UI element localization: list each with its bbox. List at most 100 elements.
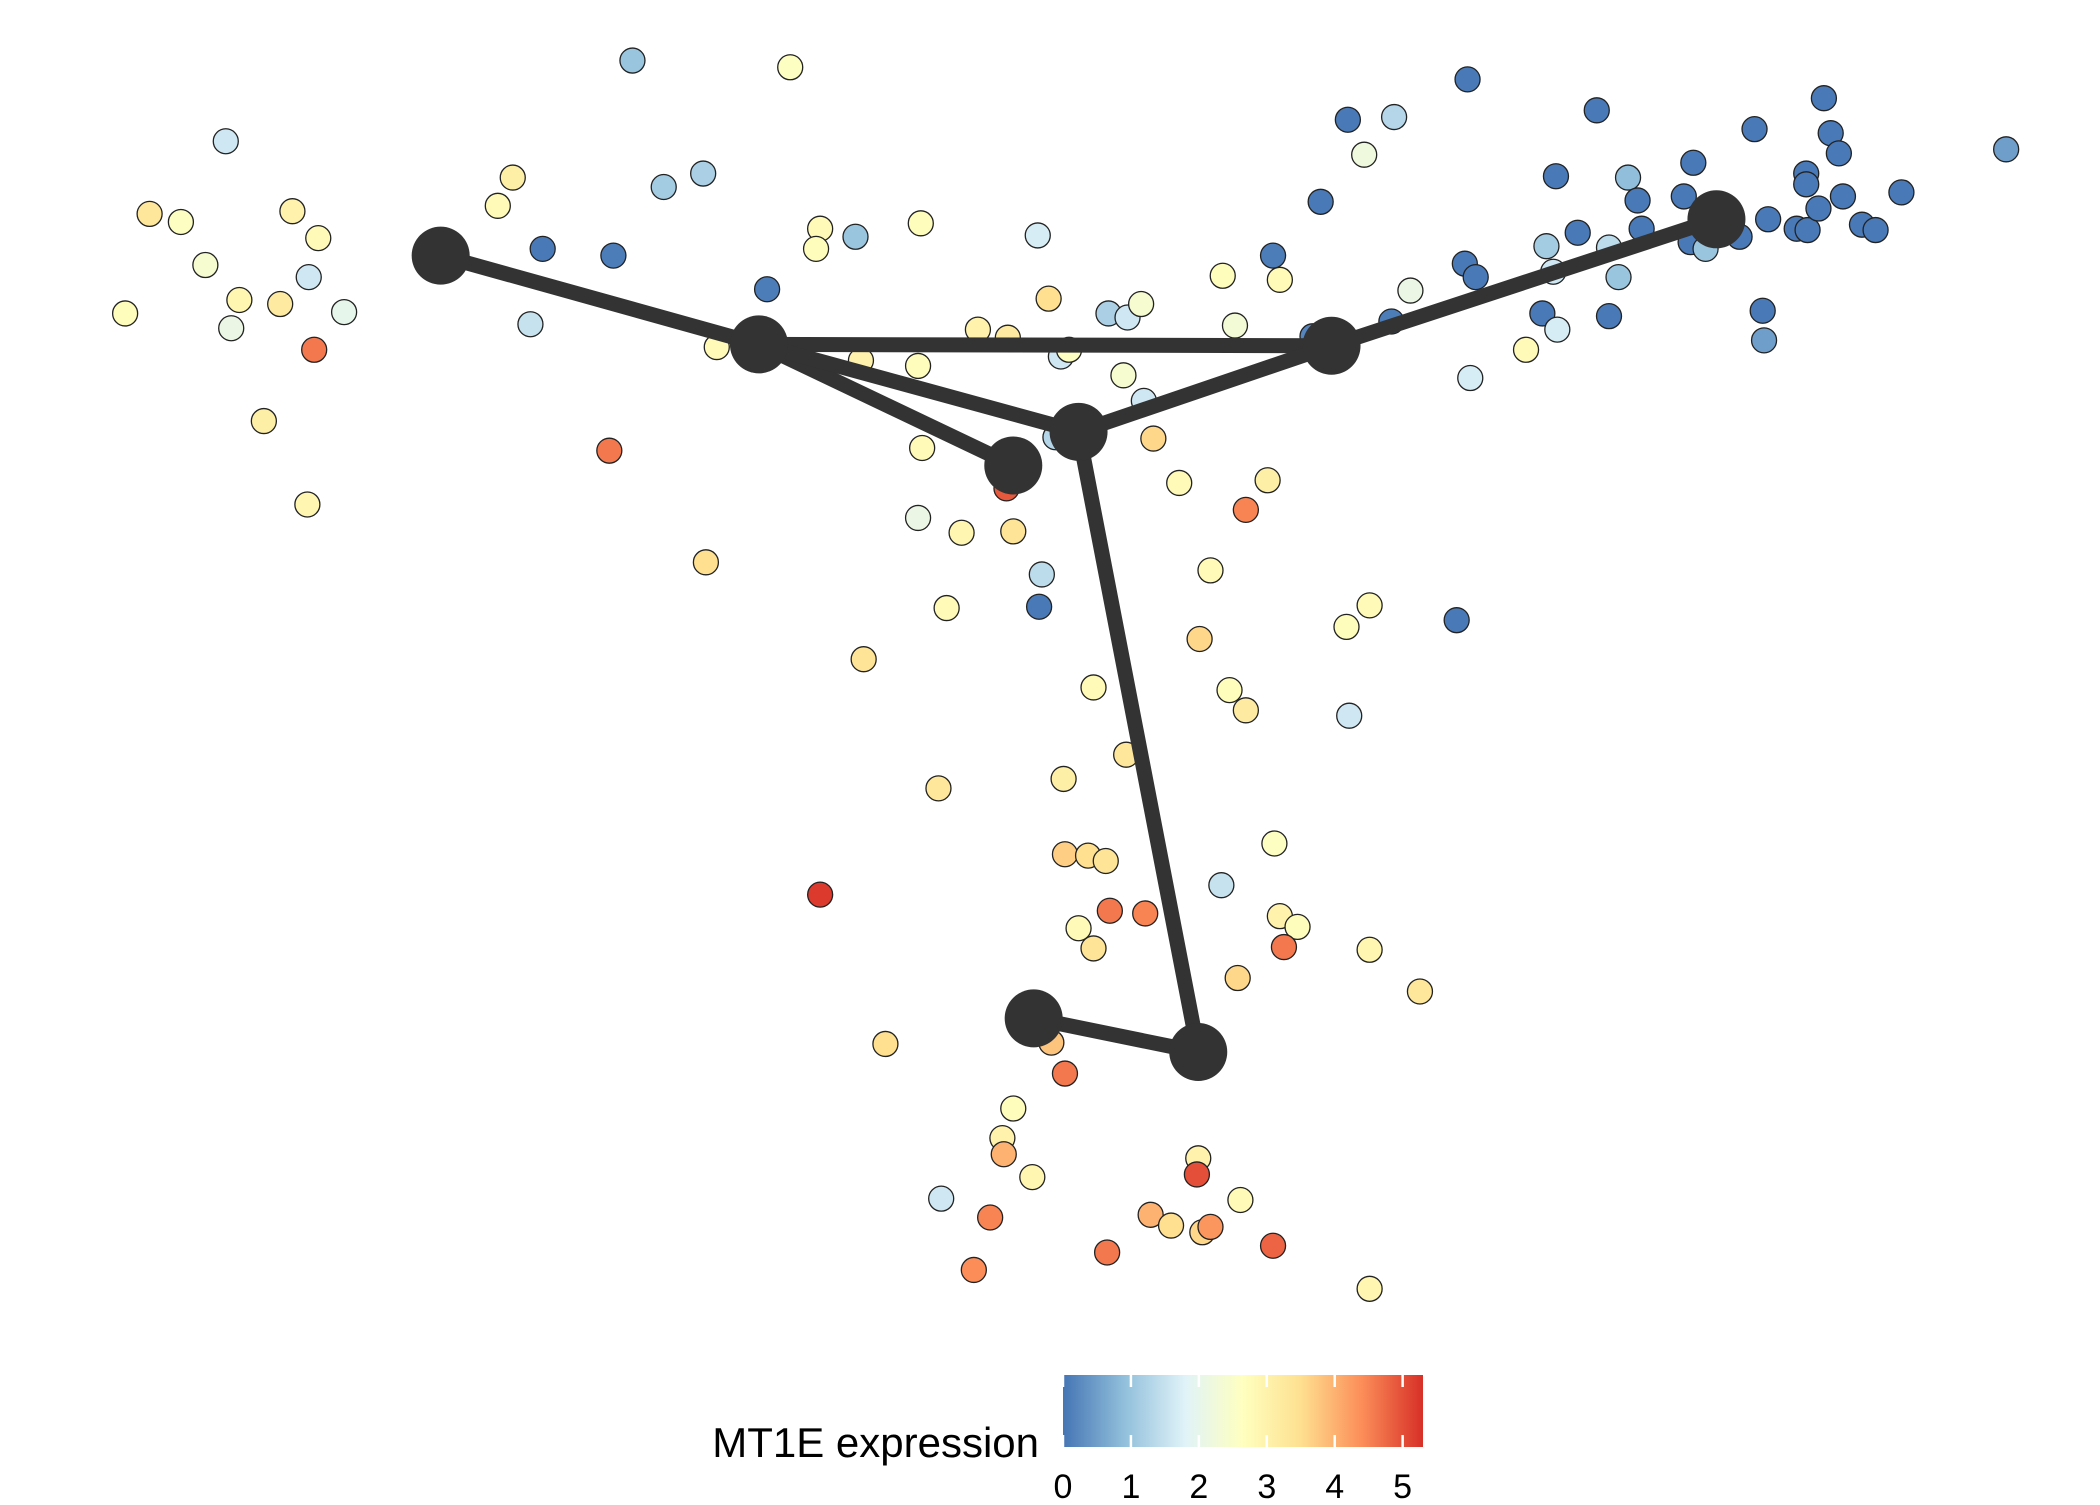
trajectory-node-n7 [1169, 1023, 1228, 1082]
cell-point-138 [1680, 149, 1707, 176]
colorbar-ticks: 0 1 2 3 4 5 [1054, 1375, 1412, 1505]
cell-point-148 [1805, 195, 1832, 222]
trajectory-node-n8 [1004, 989, 1063, 1048]
cell-point-50 [596, 437, 623, 464]
trajectory-node-n2 [729, 315, 788, 374]
trajectory-node-n3 [984, 436, 1043, 495]
cell-point-87 [1356, 936, 1383, 963]
cell-point-142 [1741, 115, 1768, 143]
colorbar-tick-label-5: 5 [1393, 1468, 1412, 1500]
cell-point-53 [1000, 518, 1027, 545]
cell-point-109 [1259, 1232, 1287, 1259]
cell-point-1 [777, 54, 804, 81]
cell-point-43 [1221, 312, 1249, 339]
cell-point-115 [1307, 188, 1334, 215]
cell-point-28 [753, 276, 781, 303]
cell-point-13 [111, 300, 139, 327]
cell-point-15 [250, 407, 278, 435]
cell-point-112 [1334, 106, 1362, 133]
cell-point-44 [1110, 362, 1137, 389]
trajectory-edge-2 [751, 336, 1021, 473]
trajectory-node-n6 [1687, 190, 1746, 249]
cell-point-90 [872, 1030, 899, 1058]
cell-point-52 [948, 519, 975, 546]
trajectory-edge-0 [433, 248, 767, 352]
cell-point-27 [907, 210, 934, 237]
cell-point-12 [218, 315, 245, 342]
cell-point-129 [1542, 163, 1570, 190]
cell-point-74 [1051, 841, 1079, 868]
cell-point-127 [1533, 233, 1560, 260]
cell-point-78 [1208, 872, 1235, 899]
cell-point-64 [1080, 674, 1107, 701]
cell-point-88 [1406, 978, 1434, 1005]
cell-point-7 [192, 251, 219, 279]
cell-point-58 [850, 646, 877, 673]
cell-point-84 [1284, 913, 1311, 941]
cell-point-102 [977, 1204, 1004, 1231]
cell-point-136 [1595, 302, 1623, 330]
cell-point-157 [1750, 327, 1778, 354]
cell-point-60 [1254, 467, 1281, 494]
cell-point-143 [1754, 206, 1782, 233]
cell-point-122 [1457, 364, 1484, 392]
cell-point-86 [1224, 964, 1251, 992]
cell-point-17 [499, 164, 526, 191]
cell-point-66 [1232, 697, 1260, 724]
cell-point-0 [619, 47, 646, 74]
trajectory-node-n5 [1302, 316, 1361, 375]
cell-point-108 [1093, 1239, 1121, 1266]
cell-point-145 [1793, 171, 1820, 198]
cell-point-42 [1266, 266, 1294, 293]
trajectory-edges-layer [433, 211, 1724, 1060]
cell-point-10 [295, 263, 322, 291]
cell-point-9 [267, 290, 294, 318]
cell-point-2 [212, 128, 239, 155]
cell-point-18 [484, 192, 511, 219]
cell-point-54 [1028, 561, 1055, 588]
cell-point-103 [1137, 1201, 1164, 1228]
trajectory-node-n1 [411, 226, 470, 285]
colorbar-tick-label-0: 0 [1054, 1468, 1073, 1500]
cell-point-81 [1065, 915, 1092, 942]
cell-point-123 [1512, 336, 1540, 363]
cell-point-152 [1829, 183, 1857, 210]
cell-point-94 [1000, 1095, 1027, 1122]
cell-point-51 [904, 504, 932, 532]
cell-point-116 [1259, 242, 1287, 269]
cell-point-20 [600, 242, 627, 269]
cell-point-89 [806, 881, 834, 908]
trajectory-edge-5 [1324, 211, 1724, 354]
cell-point-70 [1443, 607, 1470, 634]
cell-point-99 [1183, 1161, 1211, 1188]
cell-point-93 [1051, 1060, 1079, 1087]
cell-point-57 [692, 549, 720, 576]
cell-point-154 [1862, 216, 1889, 244]
cell-point-40 [1127, 290, 1155, 318]
cell-point-31 [904, 352, 932, 380]
trajectory-nodes-layer [411, 190, 1746, 1082]
cell-point-85 [1270, 933, 1298, 961]
cell-point-135 [1605, 263, 1632, 291]
cell-point-41 [1209, 262, 1236, 289]
cell-point-8 [226, 286, 253, 314]
cell-point-149 [1810, 85, 1838, 112]
cell-point-131 [1614, 164, 1642, 191]
cell-point-151 [1825, 140, 1853, 167]
cell-point-61 [1232, 496, 1260, 524]
cell-point-121 [1462, 263, 1489, 291]
cell-point-48 [909, 434, 936, 462]
cell-point-6 [305, 224, 332, 252]
cell-point-71 [925, 775, 952, 802]
colorbar [1063, 1375, 1423, 1447]
cell-point-147 [1794, 216, 1821, 244]
cell-point-137 [1670, 183, 1697, 210]
cell-point-22 [650, 173, 677, 201]
colorbar-tick-label-4: 4 [1325, 1468, 1344, 1500]
cell-point-113 [1380, 103, 1408, 131]
cell-point-11 [330, 298, 358, 326]
color-legend: MT1E expression 0 1 2 3 4 5 [712, 1375, 1423, 1505]
cell-point-5 [279, 198, 306, 225]
cell-point-110 [1356, 1275, 1383, 1302]
